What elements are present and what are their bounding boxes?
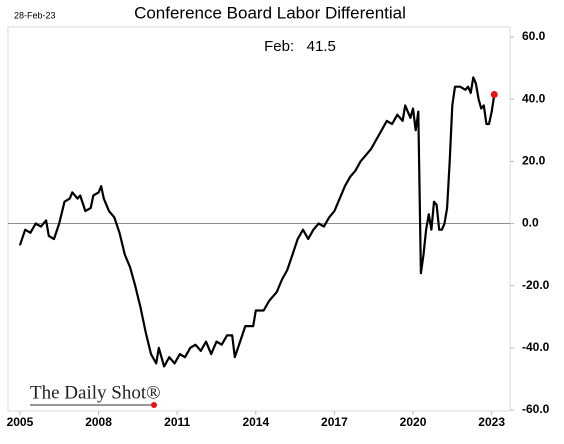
y-tick-label: 40.0 <box>522 91 546 105</box>
x-tick-label: 2008 <box>85 415 112 429</box>
plot-frame <box>7 26 511 412</box>
y-tick-label: 0.0 <box>522 216 539 230</box>
source-logo: The Daily Shot® <box>30 382 161 403</box>
logo-dot <box>151 402 157 408</box>
y-tick-label: 20.0 <box>522 154 546 168</box>
y-tick-label: -60.0 <box>522 402 550 416</box>
x-tick-label: 2017 <box>321 415 348 429</box>
annotation: Feb: 41.5 <box>264 38 336 55</box>
x-tick-label: 2005 <box>7 415 34 429</box>
chart-title: Conference Board Labor Differential <box>134 3 406 22</box>
x-tick-label: 2014 <box>242 415 269 429</box>
y-tick-label: 60.0 <box>522 29 546 43</box>
date-label: 28-Feb-23 <box>14 10 56 20</box>
x-tick-label: 2020 <box>400 415 427 429</box>
y-tick-label: -20.0 <box>522 278 550 292</box>
x-tick-label: 2023 <box>478 415 505 429</box>
y-tick-label: -40.0 <box>522 340 550 354</box>
last-point <box>490 91 498 99</box>
x-tick-label: 2011 <box>164 415 190 429</box>
data-line <box>18 76 496 368</box>
